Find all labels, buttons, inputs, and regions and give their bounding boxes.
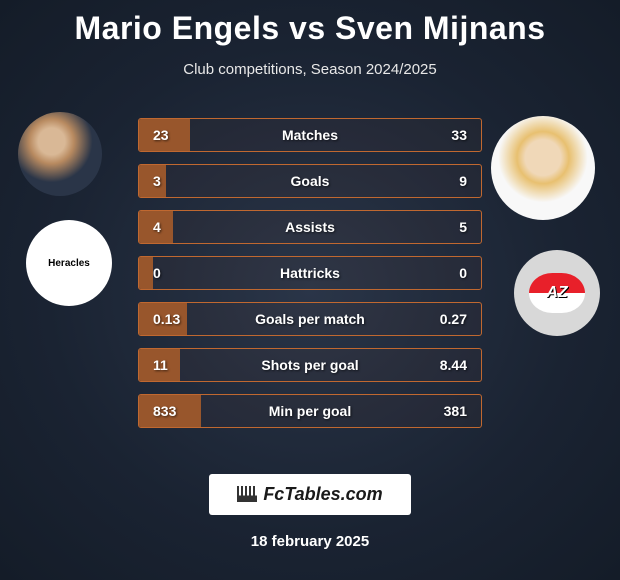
club-left-logo: Heracles: [26, 220, 112, 306]
stat-label: Goals per match: [255, 311, 365, 327]
stat-row: 0.13 Goals per match 0.27: [138, 302, 482, 336]
stat-value-right: 381: [444, 403, 467, 419]
stat-row: 23 Matches 33: [138, 118, 482, 152]
footer: FcTables.com 18 february 2025: [0, 474, 620, 550]
stat-label: Matches: [282, 127, 338, 143]
fctables-logo-icon: [237, 486, 257, 502]
club-right-name: AZ: [529, 273, 585, 313]
stat-label: Shots per goal: [261, 357, 358, 373]
stat-value-left: 0.13: [153, 311, 180, 327]
stat-value-left: 23: [153, 127, 169, 143]
stat-label: Min per goal: [269, 403, 351, 419]
comparison-content: Heracles AZ 23Matches333Goals94Assists50…: [0, 108, 620, 448]
player-right-avatar: [491, 116, 595, 220]
stat-value-right: 0: [459, 265, 467, 281]
stats-table: 23Matches333Goals94Assists50Hattricks00.…: [138, 118, 482, 440]
stat-label: Assists: [285, 219, 335, 235]
stat-row: 0 Hattricks 0: [138, 256, 482, 290]
stat-value-right: 9: [459, 173, 467, 189]
stat-value-left: 3: [153, 173, 161, 189]
subtitle: Club competitions, Season 2024/2025: [0, 61, 620, 78]
club-right-logo: AZ: [514, 250, 600, 336]
stat-row: 11 Shots per goal 8.44: [138, 348, 482, 382]
stat-fill: [139, 257, 153, 289]
date: 18 february 2025: [0, 533, 620, 550]
stat-value-right: 8.44: [440, 357, 467, 373]
stat-value-left: 11: [153, 357, 168, 373]
stat-row: 3 Goals 9: [138, 164, 482, 198]
stat-label: Hattricks: [280, 265, 340, 281]
stat-value-left: 4: [153, 219, 161, 235]
stat-value-right: 33: [451, 127, 467, 143]
stat-label: Goals: [291, 173, 330, 189]
stat-value-right: 0.27: [440, 311, 467, 327]
stat-row: 833 Min per goal 381: [138, 394, 482, 428]
fctables-label: FcTables.com: [263, 484, 382, 504]
page-title: Mario Engels vs Sven Mijnans: [0, 0, 620, 47]
fctables-badge: FcTables.com: [209, 474, 410, 515]
stat-row: 4 Assists 5: [138, 210, 482, 244]
player-left-avatar: [18, 112, 102, 196]
stat-value-right: 5: [459, 219, 467, 235]
stat-value-left: 833: [153, 403, 176, 419]
club-left-name: Heracles: [48, 258, 90, 269]
stat-value-left: 0: [153, 265, 161, 281]
